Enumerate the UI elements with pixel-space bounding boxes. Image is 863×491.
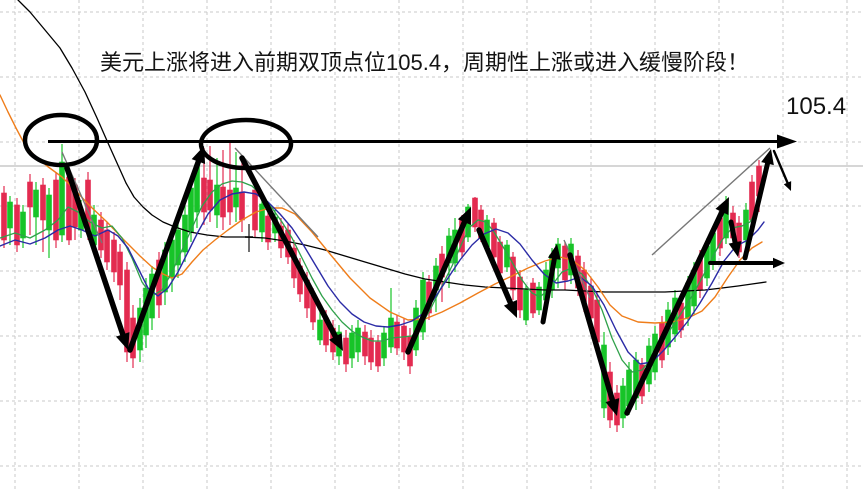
trendline bbox=[651, 147, 771, 256]
trend-arrow-2-shaft bbox=[127, 158, 202, 353]
trend-arrow-12-head bbox=[773, 257, 785, 269]
candle-body bbox=[491, 222, 497, 258]
trend-arrow-10-head bbox=[761, 149, 774, 166]
candle-body bbox=[46, 194, 52, 231]
candle-body bbox=[124, 269, 130, 353]
candle-body bbox=[104, 229, 110, 263]
moving-averages-layer bbox=[0, 0, 767, 373]
ma-slow-black bbox=[17, 0, 767, 293]
candle-body bbox=[27, 181, 33, 208]
candle-body bbox=[562, 245, 568, 281]
double-top-circle-1 bbox=[22, 112, 100, 168]
ma-fast-navy bbox=[0, 191, 765, 365]
resistance-level-label: 105.4 bbox=[786, 93, 846, 120]
ma-mid-orange bbox=[0, 94, 763, 324]
candle-body bbox=[239, 191, 245, 221]
chart-annotation-title: 美元上涨将进入前期双顶点位105.4，周期性上涨或进入缓慢阶段！ bbox=[100, 50, 749, 75]
candle-body bbox=[33, 189, 39, 218]
trend-arrow-8-head bbox=[715, 197, 729, 215]
candle-body bbox=[98, 219, 104, 251]
candle-body bbox=[355, 327, 361, 353]
candle-body bbox=[620, 385, 626, 419]
candle-body bbox=[40, 184, 46, 221]
candle-body bbox=[182, 214, 188, 253]
trendline bbox=[563, 239, 591, 299]
trend-arrow-5-shaft bbox=[476, 227, 514, 306]
candle-body bbox=[530, 282, 536, 314]
candle-body bbox=[1, 192, 7, 241]
candle-body bbox=[349, 332, 355, 359]
trend-arrow-5-head bbox=[503, 300, 518, 318]
trend-arrow-1-shaft bbox=[64, 165, 126, 338]
annotations-layer bbox=[22, 112, 797, 416]
candle-body bbox=[233, 187, 239, 208]
trend-arrow-1-head bbox=[115, 332, 130, 350]
candle-body bbox=[401, 325, 407, 353]
candle-body bbox=[14, 204, 20, 246]
trend-arrow-3-head bbox=[329, 333, 343, 351]
trend-arrow-11-head bbox=[783, 181, 792, 191]
candle-body bbox=[472, 197, 478, 228]
candle-body bbox=[517, 276, 523, 311]
trend-arrow-4-head bbox=[457, 207, 471, 225]
candle-body bbox=[504, 244, 510, 268]
candle-body bbox=[317, 319, 323, 341]
candle-body bbox=[111, 239, 117, 273]
trend-arrow-3-shaft bbox=[239, 155, 339, 340]
trend-arrow-6-head bbox=[547, 244, 561, 260]
trend-arrow-9-head bbox=[728, 241, 742, 257]
candle-body bbox=[259, 203, 265, 233]
trendline bbox=[234, 147, 319, 238]
candle-body bbox=[252, 189, 258, 231]
candle-body bbox=[53, 179, 59, 241]
candle-body bbox=[394, 321, 400, 349]
candle-body bbox=[362, 331, 368, 357]
candle-body bbox=[7, 201, 13, 229]
candle-body bbox=[375, 341, 381, 367]
candle-body bbox=[381, 332, 387, 359]
trend-arrow-7-shaft bbox=[567, 252, 616, 403]
trend-arrow-8-shaft bbox=[624, 209, 725, 416]
ma-fast-green bbox=[0, 180, 759, 373]
candle-body bbox=[59, 161, 65, 236]
trend-arrow-11-shaft bbox=[772, 149, 789, 184]
trend-arrow-4-shaft bbox=[405, 219, 468, 355]
double-top-circle-2 bbox=[198, 117, 294, 171]
candle-body bbox=[388, 317, 394, 348]
candle-body bbox=[343, 337, 349, 365]
candles-layer bbox=[1, 143, 762, 432]
candle-body bbox=[20, 211, 26, 239]
candle-body bbox=[227, 189, 233, 213]
trend-arrow-7-head bbox=[605, 398, 620, 416]
candle-body bbox=[368, 337, 374, 363]
candle-body bbox=[175, 229, 181, 266]
candle-body bbox=[265, 215, 271, 243]
trend-arrow-6-shaft bbox=[540, 256, 557, 325]
resistance-arrow-head bbox=[777, 134, 797, 149]
candle-body bbox=[523, 289, 529, 321]
trend-arrow-9-shaft bbox=[728, 219, 738, 245]
candle-body bbox=[220, 186, 226, 218]
candle-body bbox=[117, 251, 123, 286]
candle-body bbox=[201, 177, 207, 213]
trend-arrow-10-shaft bbox=[742, 161, 771, 261]
candle-body bbox=[536, 286, 542, 311]
